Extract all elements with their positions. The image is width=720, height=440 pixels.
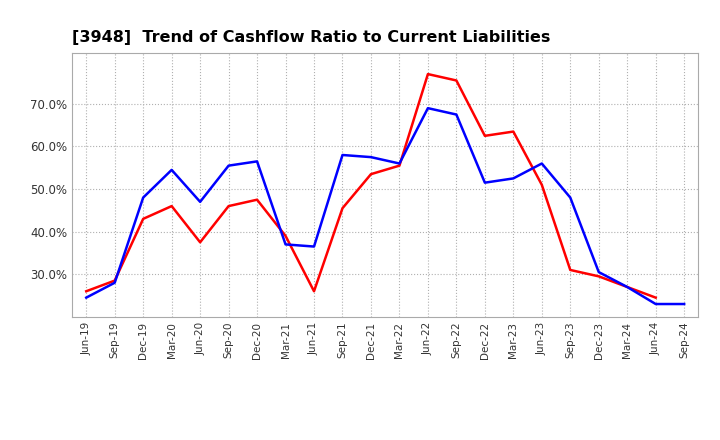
Operating CF to Current Liabilities: [82, 289, 91, 294]
Operating CF to Current Liabilities: [338, 205, 347, 211]
Free CF to Current Liabilities: [395, 161, 404, 166]
Free CF to Current Liabilities: [623, 284, 631, 290]
Free CF to Current Liabilities: [423, 106, 432, 111]
Free CF to Current Liabilities: [595, 269, 603, 275]
Operating CF to Current Liabilities: [253, 197, 261, 202]
Free CF to Current Liabilities: [196, 199, 204, 205]
Operating CF to Current Liabilities: [366, 172, 375, 177]
Text: [3948]  Trend of Cashflow Ratio to Current Liabilities: [3948] Trend of Cashflow Ratio to Curren…: [72, 29, 550, 45]
Operating CF to Current Liabilities: [595, 274, 603, 279]
Free CF to Current Liabilities: [537, 161, 546, 166]
Free CF to Current Liabilities: [338, 152, 347, 158]
Free CF to Current Liabilities: [480, 180, 489, 185]
Operating CF to Current Liabilities: [282, 233, 290, 238]
Operating CF to Current Liabilities: [395, 163, 404, 168]
Operating CF to Current Liabilities: [423, 71, 432, 77]
Operating CF to Current Liabilities: [196, 240, 204, 245]
Line: Free CF to Current Liabilities: Free CF to Current Liabilities: [86, 108, 684, 304]
Operating CF to Current Liabilities: [225, 203, 233, 209]
Line: Operating CF to Current Liabilities: Operating CF to Current Liabilities: [86, 74, 656, 297]
Operating CF to Current Liabilities: [480, 133, 489, 139]
Free CF to Current Liabilities: [82, 295, 91, 300]
Operating CF to Current Liabilities: [537, 182, 546, 187]
Operating CF to Current Liabilities: [167, 203, 176, 209]
Operating CF to Current Liabilities: [623, 284, 631, 290]
Free CF to Current Liabilities: [110, 280, 119, 286]
Operating CF to Current Liabilities: [452, 78, 461, 83]
Operating CF to Current Liabilities: [310, 289, 318, 294]
Free CF to Current Liabilities: [282, 242, 290, 247]
Free CF to Current Liabilities: [509, 176, 518, 181]
Operating CF to Current Liabilities: [652, 295, 660, 300]
Free CF to Current Liabilities: [452, 112, 461, 117]
Free CF to Current Liabilities: [680, 301, 688, 307]
Free CF to Current Liabilities: [310, 244, 318, 249]
Free CF to Current Liabilities: [652, 301, 660, 307]
Operating CF to Current Liabilities: [139, 216, 148, 221]
Operating CF to Current Liabilities: [110, 278, 119, 283]
Operating CF to Current Liabilities: [566, 268, 575, 273]
Free CF to Current Liabilities: [167, 167, 176, 172]
Operating CF to Current Liabilities: [509, 129, 518, 134]
Free CF to Current Liabilities: [253, 159, 261, 164]
Free CF to Current Liabilities: [225, 163, 233, 168]
Free CF to Current Liabilities: [366, 154, 375, 160]
Free CF to Current Liabilities: [139, 195, 148, 200]
Free CF to Current Liabilities: [566, 195, 575, 200]
